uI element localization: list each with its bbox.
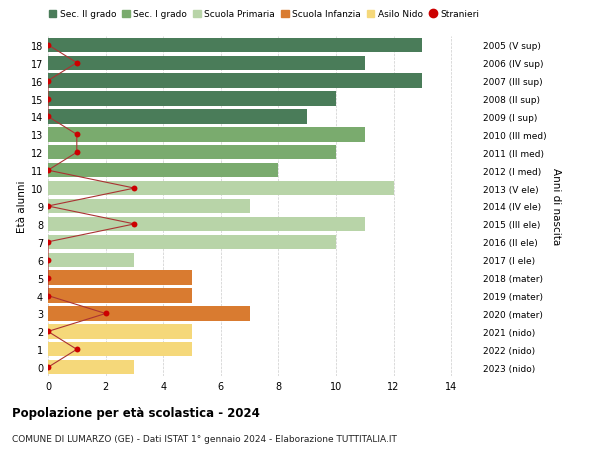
Bar <box>48 271 192 285</box>
Point <box>72 149 82 157</box>
Bar <box>48 325 192 339</box>
Point <box>72 131 82 139</box>
Bar <box>48 253 134 267</box>
Bar <box>48 110 307 124</box>
Y-axis label: Anni di nascita: Anni di nascita <box>551 168 560 245</box>
Point <box>43 364 53 371</box>
Bar <box>48 342 192 357</box>
Point <box>101 310 110 318</box>
Bar <box>48 181 394 196</box>
Text: Popolazione per età scolastica - 2024: Popolazione per età scolastica - 2024 <box>12 406 260 419</box>
Point <box>43 42 53 49</box>
Point <box>43 292 53 300</box>
Bar <box>48 307 250 321</box>
Legend: Sec. II grado, Sec. I grado, Scuola Primaria, Scuola Infanzia, Asilo Nido, Stran: Sec. II grado, Sec. I grado, Scuola Prim… <box>45 7 483 23</box>
Bar <box>48 74 422 89</box>
Bar <box>48 128 365 142</box>
Point <box>130 221 139 228</box>
Bar <box>48 289 192 303</box>
Point <box>43 167 53 174</box>
Point <box>72 346 82 353</box>
Bar <box>48 56 365 71</box>
Point <box>43 203 53 210</box>
Text: COMUNE DI LUMARZO (GE) - Dati ISTAT 1° gennaio 2024 - Elaborazione TUTTITALIA.IT: COMUNE DI LUMARZO (GE) - Dati ISTAT 1° g… <box>12 434 397 443</box>
Bar <box>48 146 336 160</box>
Bar <box>48 164 278 178</box>
Bar <box>48 39 422 53</box>
Bar <box>48 235 336 249</box>
Point <box>72 60 82 67</box>
Bar <box>48 199 250 214</box>
Point <box>43 239 53 246</box>
Point <box>43 257 53 264</box>
Point <box>43 274 53 282</box>
Bar <box>48 217 365 232</box>
Point <box>43 78 53 85</box>
Point <box>43 113 53 121</box>
Bar <box>48 92 336 106</box>
Point <box>43 328 53 336</box>
Point <box>43 95 53 103</box>
Y-axis label: Età alunni: Età alunni <box>17 180 26 233</box>
Point <box>130 185 139 192</box>
Bar <box>48 360 134 375</box>
